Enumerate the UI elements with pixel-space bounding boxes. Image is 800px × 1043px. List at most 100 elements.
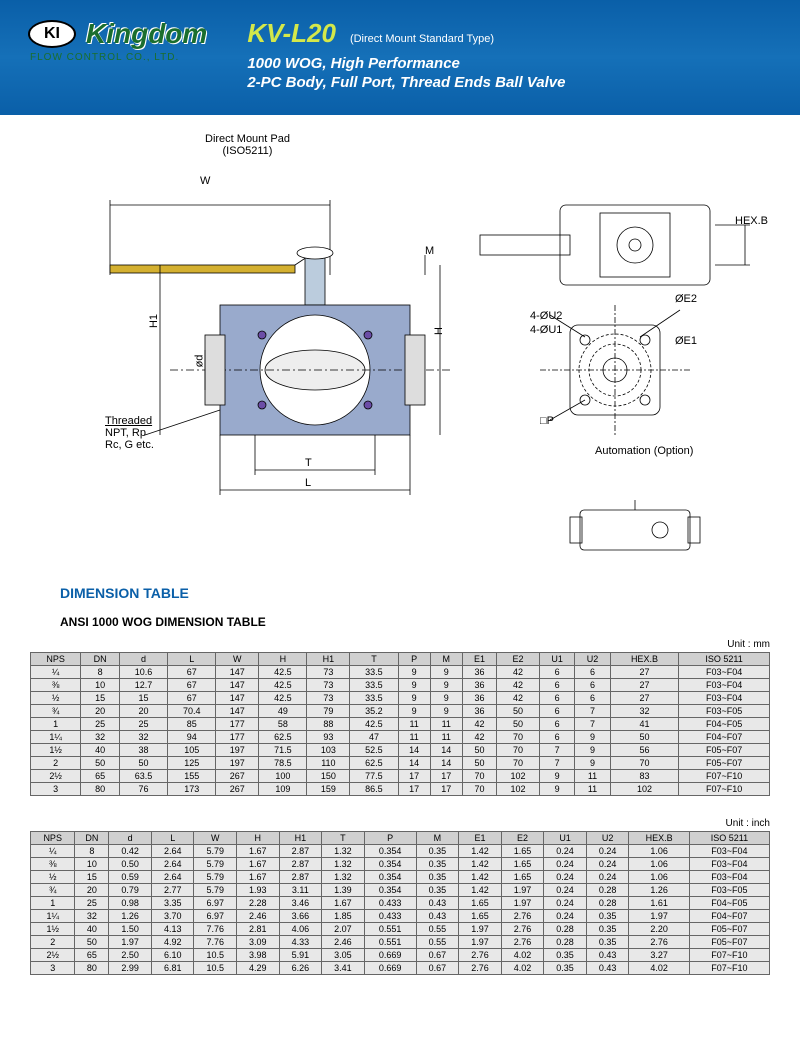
table-cell: 5.79 xyxy=(194,884,237,897)
table-cell: 0.24 xyxy=(586,845,629,858)
table-cell: 70 xyxy=(462,770,496,783)
table-cell: 0.79 xyxy=(109,884,152,897)
table-cell: 93 xyxy=(307,731,350,744)
table-cell: F07~F10 xyxy=(679,783,770,796)
table-header: E2 xyxy=(501,832,544,845)
table-cell: 0.50 xyxy=(109,858,152,871)
header-banner: KI Kingdom FLOW CONTROL CO., LTD. KV-L20… xyxy=(0,0,800,115)
table-cell: 80 xyxy=(75,962,109,975)
drawing-area: Direct Mount Pad (ISO5211) W H1 ød H M T… xyxy=(0,115,800,575)
table-cell: 0.35 xyxy=(586,936,629,949)
table-cell: 70 xyxy=(610,757,679,770)
table-cell: 25 xyxy=(75,897,109,910)
table-cell: 70 xyxy=(497,731,540,744)
table-cell: 0.28 xyxy=(544,936,587,949)
table-cell: 0.354 xyxy=(364,858,416,871)
table-cell: 10.5 xyxy=(194,949,237,962)
company-name: Kingdom xyxy=(86,18,207,50)
table-cell: 41 xyxy=(610,718,679,731)
table-cell: F03~F04 xyxy=(679,679,770,692)
table-cell: 4.02 xyxy=(501,949,544,962)
table-cell: 2.76 xyxy=(501,910,544,923)
table-cell: 10 xyxy=(75,858,109,871)
table-cell: 50 xyxy=(462,744,496,757)
table-cell: 1.32 xyxy=(322,845,365,858)
table-cell: 42 xyxy=(497,666,540,679)
table-cell: 2.99 xyxy=(109,962,152,975)
table-cell: 71.5 xyxy=(259,744,307,757)
table-cell: F04~F07 xyxy=(689,910,769,923)
table-cell: 1¼ xyxy=(31,910,75,923)
table-cell: 56 xyxy=(610,744,679,757)
table-cell: 1.97 xyxy=(459,923,502,936)
table-cell: 0.28 xyxy=(586,897,629,910)
table-cell: 70 xyxy=(497,757,540,770)
table-cell: F04~F05 xyxy=(679,718,770,731)
table-cell: 6 xyxy=(540,718,575,731)
table-cell: 177 xyxy=(216,718,259,731)
pad-label-1: Direct Mount Pad xyxy=(205,133,290,145)
table-cell: 3.11 xyxy=(279,884,322,897)
table-cell: 42.5 xyxy=(259,666,307,679)
table-cell: 267 xyxy=(216,770,259,783)
table-cell: 52.5 xyxy=(350,744,398,757)
table-cell: 0.354 xyxy=(364,884,416,897)
thread-label-1: Threaded xyxy=(105,415,154,427)
table-cell: 2.76 xyxy=(459,962,502,975)
table-cell: 7.76 xyxy=(194,923,237,936)
table-cell: 1.61 xyxy=(629,897,689,910)
table-cell: 50 xyxy=(497,705,540,718)
table-cell: 3.05 xyxy=(322,949,365,962)
table-cell: 3.46 xyxy=(279,897,322,910)
table-header: DN xyxy=(75,832,109,845)
table-cell: 32 xyxy=(610,705,679,718)
table-cell: 109 xyxy=(259,783,307,796)
table-cell: 14 xyxy=(430,744,462,757)
table-cell: 1 xyxy=(31,718,81,731)
table-cell: 1.50 xyxy=(109,923,152,936)
table-cell: 1.65 xyxy=(501,845,544,858)
table-cell: 14 xyxy=(398,744,430,757)
table-cell: 5.79 xyxy=(194,858,237,871)
dim-t: T xyxy=(305,457,312,469)
table-cell: 102 xyxy=(497,783,540,796)
table-cell: 0.55 xyxy=(416,923,459,936)
table-row: 1½403810519771.510352.5141450707956F05~F… xyxy=(31,744,770,757)
table-header: E1 xyxy=(462,653,496,666)
table-cell: 2.64 xyxy=(151,845,194,858)
table-cell: 1½ xyxy=(31,923,75,936)
table-cell: 25 xyxy=(119,718,167,731)
table-cell: 6 xyxy=(540,692,575,705)
table-cell: 5.91 xyxy=(279,949,322,962)
table-cell: 9 xyxy=(398,692,430,705)
table-cell: 100 xyxy=(259,770,307,783)
table-cell: 5.79 xyxy=(194,845,237,858)
table-row: 1½401.504.137.762.814.062.070.5510.551.9… xyxy=(31,923,770,936)
table-cell: 9 xyxy=(575,744,610,757)
unit-mm: Unit : mm xyxy=(0,639,800,652)
table-cell: 0.24 xyxy=(544,897,587,910)
table-cell: 6 xyxy=(540,705,575,718)
table-cell: 0.55 xyxy=(416,936,459,949)
table-cell: 3.66 xyxy=(279,910,322,923)
table-cell: ¾ xyxy=(31,705,81,718)
table-cell: 47 xyxy=(350,731,398,744)
table-cell: 1.06 xyxy=(629,871,689,884)
technical-drawing xyxy=(30,135,770,575)
mount-type: (Direct Mount Standard Type) xyxy=(350,33,494,45)
table-row: ¼80.422.645.791.672.871.320.3540.351.421… xyxy=(31,845,770,858)
table-cell: 9 xyxy=(398,666,430,679)
table-cell: 1.93 xyxy=(237,884,280,897)
table-header: HEX.B xyxy=(629,832,689,845)
table-cell: 147 xyxy=(216,679,259,692)
dimension-table-mm: NPSDNdLWHH1TPME1E2U1U2HEX.BISO 5211¼810.… xyxy=(30,652,770,796)
table-cell: 85 xyxy=(168,718,216,731)
table-cell: 1.42 xyxy=(459,871,502,884)
table-cell: 173 xyxy=(168,783,216,796)
table-cell: 6.26 xyxy=(279,962,322,975)
table-cell: 1.42 xyxy=(459,845,502,858)
table-cell: 50 xyxy=(497,718,540,731)
table-cell: 0.28 xyxy=(544,923,587,936)
table-header: P xyxy=(364,832,416,845)
company-sub: FLOW CONTROL CO., LTD. xyxy=(30,52,207,63)
